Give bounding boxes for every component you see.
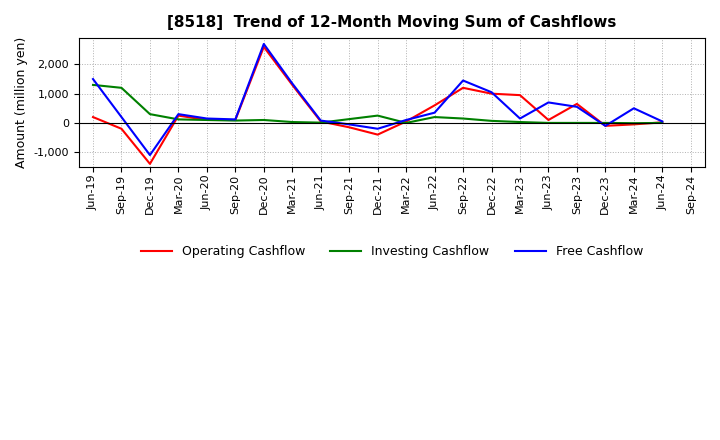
Investing Cashflow	[145, 111, 154, 117]
Investing Cashflow	[516, 119, 524, 125]
Investing Cashflow	[459, 116, 467, 121]
Operating Cashflow	[572, 101, 581, 106]
Operating Cashflow	[259, 44, 268, 50]
Investing Cashflow	[487, 118, 496, 124]
Investing Cashflow	[202, 117, 211, 123]
Investing Cashflow	[259, 117, 268, 123]
Investing Cashflow	[288, 119, 297, 125]
Operating Cashflow	[145, 161, 154, 166]
Free Cashflow	[288, 81, 297, 86]
Free Cashflow	[145, 152, 154, 158]
Operating Cashflow	[402, 119, 410, 124]
Investing Cashflow	[544, 120, 553, 125]
Free Cashflow	[601, 123, 610, 128]
Investing Cashflow	[658, 120, 667, 125]
Operating Cashflow	[459, 85, 467, 91]
Investing Cashflow	[174, 117, 183, 122]
Investing Cashflow	[89, 82, 97, 88]
Investing Cashflow	[601, 120, 610, 125]
Y-axis label: Amount (million yen): Amount (million yen)	[15, 37, 28, 168]
Operating Cashflow	[431, 103, 439, 108]
Legend: Operating Cashflow, Investing Cashflow, Free Cashflow: Operating Cashflow, Investing Cashflow, …	[135, 240, 648, 263]
Operating Cashflow	[174, 113, 183, 118]
Line: Operating Cashflow: Operating Cashflow	[93, 47, 662, 164]
Operating Cashflow	[658, 120, 667, 125]
Investing Cashflow	[572, 120, 581, 125]
Free Cashflow	[231, 117, 240, 122]
Free Cashflow	[174, 111, 183, 117]
Line: Free Cashflow: Free Cashflow	[93, 44, 662, 155]
Free Cashflow	[374, 126, 382, 132]
Investing Cashflow	[231, 118, 240, 123]
Free Cashflow	[572, 104, 581, 110]
Free Cashflow	[316, 118, 325, 123]
Operating Cashflow	[544, 117, 553, 123]
Free Cashflow	[487, 90, 496, 95]
Operating Cashflow	[345, 125, 354, 130]
Operating Cashflow	[629, 122, 638, 127]
Operating Cashflow	[487, 91, 496, 96]
Line: Investing Cashflow: Investing Cashflow	[93, 85, 662, 123]
Operating Cashflow	[202, 117, 211, 123]
Operating Cashflow	[516, 92, 524, 98]
Free Cashflow	[431, 110, 439, 115]
Operating Cashflow	[231, 117, 240, 123]
Free Cashflow	[544, 100, 553, 105]
Free Cashflow	[259, 41, 268, 47]
Free Cashflow	[516, 116, 524, 121]
Operating Cashflow	[374, 132, 382, 137]
Investing Cashflow	[345, 117, 354, 122]
Free Cashflow	[658, 119, 667, 124]
Free Cashflow	[402, 117, 410, 123]
Investing Cashflow	[117, 85, 126, 91]
Operating Cashflow	[117, 126, 126, 132]
Investing Cashflow	[629, 121, 638, 126]
Investing Cashflow	[431, 114, 439, 120]
Free Cashflow	[345, 122, 354, 127]
Free Cashflow	[629, 106, 638, 111]
Investing Cashflow	[402, 120, 410, 125]
Operating Cashflow	[288, 82, 297, 88]
Free Cashflow	[89, 77, 97, 82]
Operating Cashflow	[89, 114, 97, 120]
Operating Cashflow	[316, 119, 325, 124]
Free Cashflow	[202, 116, 211, 121]
Title: [8518]  Trend of 12-Month Moving Sum of Cashflows: [8518] Trend of 12-Month Moving Sum of C…	[167, 15, 616, 30]
Free Cashflow	[459, 78, 467, 83]
Investing Cashflow	[316, 120, 325, 125]
Investing Cashflow	[374, 113, 382, 118]
Operating Cashflow	[601, 123, 610, 128]
Free Cashflow	[117, 114, 126, 120]
